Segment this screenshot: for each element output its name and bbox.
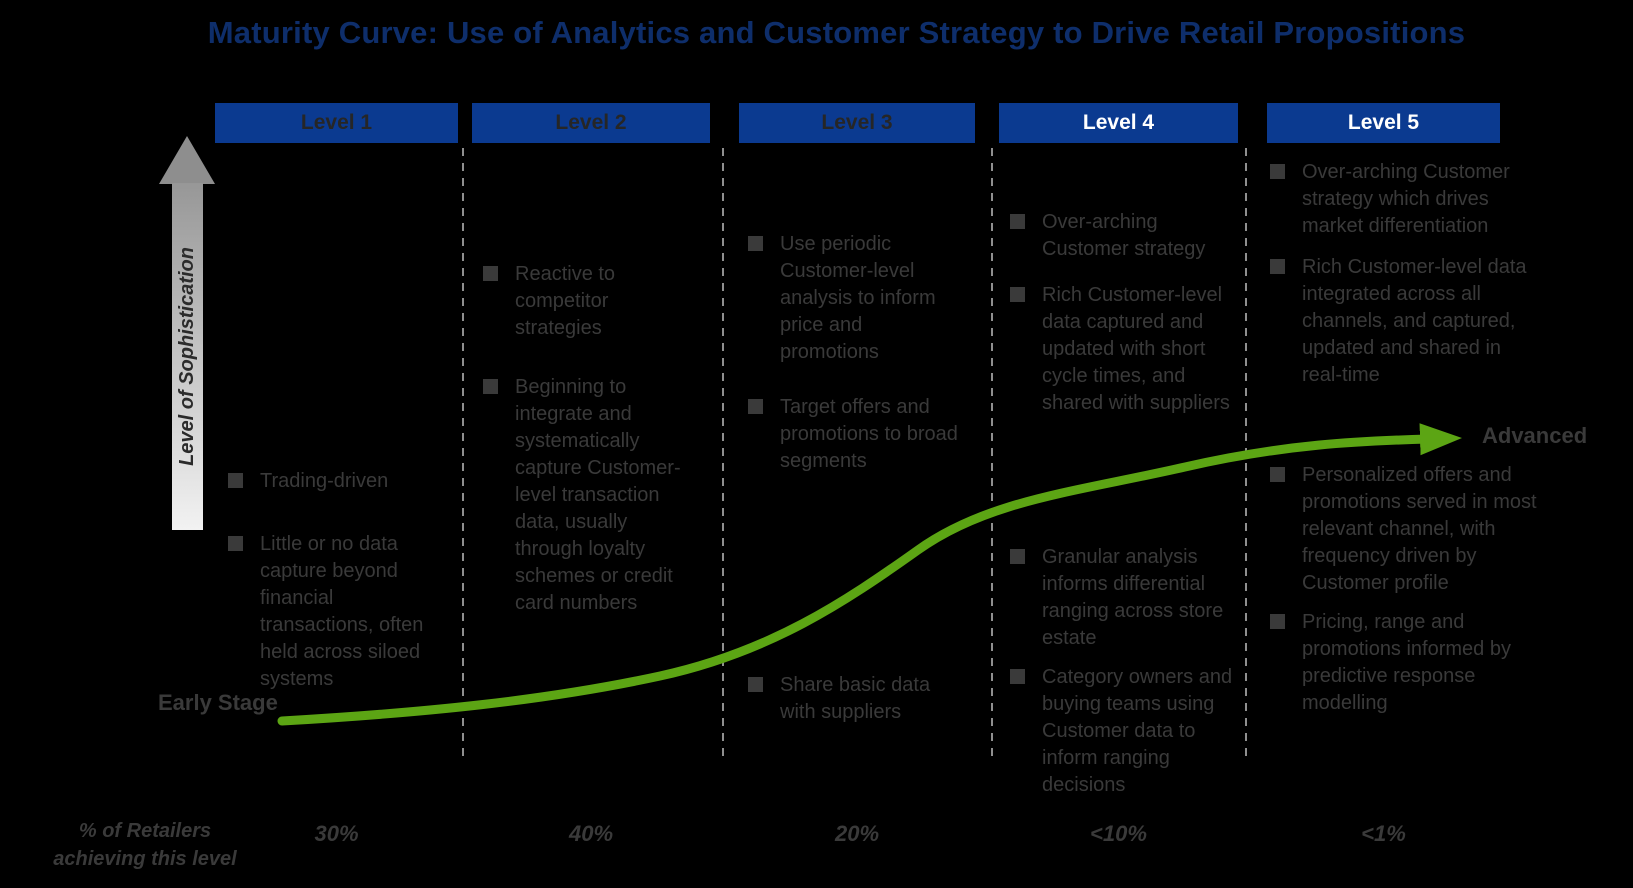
bullet-text: Rich Customer-level data integrated acro…: [1302, 256, 1527, 386]
level-3-bullet-3: Share basic data with suppliers: [748, 672, 961, 726]
level-1-bullet-2: Little or no data capture beyond financi…: [228, 531, 445, 693]
bullet-text: Over-arching Customer strategy which dri…: [1302, 161, 1510, 237]
level-1-bullet-1: Trading-driven: [228, 468, 445, 495]
bullet-text: Trading-driven: [260, 470, 389, 492]
bullet-text: Share basic data with suppliers: [780, 674, 931, 723]
bullet-square-icon: [1010, 214, 1025, 229]
sophistication-arrow: Level of Sophistication: [172, 183, 203, 530]
bullet-square-icon: [1270, 614, 1285, 629]
bullet-square-icon: [1270, 467, 1285, 482]
level-5-bullet-3: Personalized offers and promotions serve…: [1270, 462, 1543, 597]
bullet-text: Personalized offers and promotions serve…: [1302, 464, 1537, 594]
level-3-header: Level 3: [739, 103, 975, 143]
level-4-bullet-3: Granular analysis informs differential r…: [1010, 544, 1233, 652]
level-5-bullet-4: Pricing, range and promotions informed b…: [1270, 609, 1543, 717]
bullet-square-icon: [1270, 164, 1285, 179]
share-label-level-3: 20%: [834, 821, 880, 846]
bullet-text: Little or no data capture beyond financi…: [260, 533, 424, 690]
bullet-square-icon: [1010, 549, 1025, 564]
early-stage-label: Early Stage: [158, 690, 278, 715]
bullet-text: Beginning to integrate and systematicall…: [515, 376, 681, 614]
column-divider: [991, 148, 993, 760]
level-2-bullet-2: Beginning to integrate and systematicall…: [483, 374, 696, 617]
level-2-bullet-1: Reactive to competitor strategies: [483, 261, 696, 342]
retailers-caption: % of Retailers achieving this level: [36, 817, 254, 873]
bullet-square-icon: [748, 677, 763, 692]
retailers-caption-line1: % of Retailers: [78, 820, 212, 842]
level-2-header: Level 2: [472, 103, 710, 143]
column-divider: [722, 148, 724, 760]
level-4-bullet-1: Over-arching Customer strategy: [1010, 209, 1233, 263]
bullet-text: Granular analysis informs differential r…: [1042, 546, 1224, 649]
level-4-bullet-4: Category owners and buying teams using C…: [1010, 664, 1233, 799]
bullet-square-icon: [228, 536, 243, 551]
bullet-text: Use periodic Customer-level analysis to …: [780, 233, 936, 363]
page-title: Maturity Curve: Use of Analytics and Cus…: [207, 15, 1466, 50]
bullet-square-icon: [1010, 287, 1025, 302]
s-curve-path: [277, 423, 1462, 726]
bullet-text: Over-arching Customer strategy: [1042, 211, 1206, 260]
level-5-bullet-2: Rich Customer-level data integrated acro…: [1270, 254, 1543, 389]
bullet-square-icon: [483, 266, 498, 281]
bullet-text: Pricing, range and promotions informed b…: [1302, 611, 1511, 714]
level-3-bullet-2: Target offers and promotions to broad se…: [748, 394, 961, 475]
up-arrow-icon: [159, 136, 215, 184]
level-4-bullet-2: Rich Customer-level data captured and up…: [1010, 282, 1233, 417]
advanced-label: Advanced: [1482, 423, 1588, 448]
bullet-text: Category owners and buying teams using C…: [1042, 666, 1233, 796]
bullet-square-icon: [748, 236, 763, 251]
level-1-header: Level 1: [215, 103, 458, 143]
level-5-header: Level 5: [1267, 103, 1500, 143]
bullet-square-icon: [483, 379, 498, 394]
column-divider: [462, 148, 464, 760]
level-5-bullet-1: Over-arching Customer strategy which dri…: [1270, 159, 1543, 240]
level-4-header: Level 4: [999, 103, 1238, 143]
retailers-caption-line2: achieving this level: [53, 848, 237, 870]
level-3-bullet-1: Use periodic Customer-level analysis to …: [748, 231, 961, 366]
bullet-square-icon: [228, 473, 243, 488]
bullet-text: Rich Customer-level data captured and up…: [1042, 284, 1230, 414]
bullet-square-icon: [748, 399, 763, 414]
bullet-text: Reactive to competitor strategies: [515, 263, 616, 339]
share-label-level-4: <10%: [1090, 821, 1147, 846]
bullet-text: Target offers and promotions to broad se…: [780, 396, 958, 472]
share-label-level-5: <1%: [1361, 821, 1406, 846]
share-label-level-2: 40%: [568, 821, 614, 846]
bullet-square-icon: [1010, 669, 1025, 684]
bullet-square-icon: [1270, 259, 1285, 274]
share-label-level-1: 30%: [314, 821, 359, 846]
